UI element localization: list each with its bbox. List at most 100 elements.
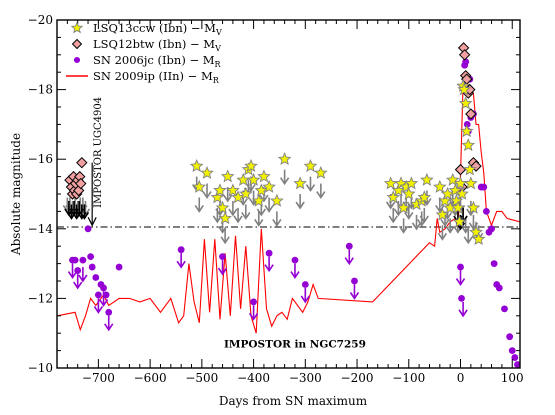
data-point-star xyxy=(396,200,411,214)
data-point-star xyxy=(458,96,473,110)
y-tick-label: −10 xyxy=(28,361,53,375)
x-tick-label: −100 xyxy=(392,371,425,385)
data-point-star xyxy=(386,190,401,204)
data-point-diamond xyxy=(458,49,471,61)
data-point-circle xyxy=(250,298,257,306)
upper-limit-arrow-purple xyxy=(458,301,468,318)
upper-limit-arrows-group xyxy=(62,169,484,332)
data-point-star xyxy=(192,179,207,193)
legend-item-label: LSQ13ccw (Ibn) − MV xyxy=(93,21,222,37)
data-point-circle xyxy=(511,354,519,361)
data-point-star xyxy=(457,82,471,96)
data-point-diamond xyxy=(75,177,87,190)
data-point-star xyxy=(432,179,447,193)
legend-item-label: SN 2006jc (Ibn) − MR xyxy=(93,53,222,69)
data-point-circle xyxy=(79,256,87,264)
x-tick-label: −600 xyxy=(134,371,167,385)
legend-marker-circle xyxy=(73,56,81,64)
data-point-circle xyxy=(100,284,107,292)
upper-limit-arrow-purple xyxy=(176,253,186,269)
data-point-circle xyxy=(105,308,113,316)
x-tick-label: −400 xyxy=(237,371,270,385)
y-tick-label: −18 xyxy=(28,83,53,97)
data-point-star xyxy=(451,200,465,214)
data-point-star xyxy=(277,152,292,165)
upper-limit-arrow-purple xyxy=(67,263,78,280)
data-point-star xyxy=(471,232,486,246)
data-point-star xyxy=(438,193,452,207)
data-points-group xyxy=(64,42,520,368)
data-point-circle xyxy=(458,295,465,302)
upper-limit-arrow-gray xyxy=(411,214,422,231)
data-point-star xyxy=(213,183,227,197)
upper-limit-arrow-gray xyxy=(463,228,473,245)
data-point-star xyxy=(314,165,328,179)
upper-limit-arrow-gray xyxy=(241,204,251,220)
y-tick-label: −16 xyxy=(28,152,53,166)
upper-limit-arrow-gray xyxy=(254,211,264,227)
data-point-circle xyxy=(92,274,100,281)
data-point-circle xyxy=(480,183,488,191)
data-point-diamond xyxy=(454,163,467,176)
axes-group: −700 −600 −500 −400 −300 −200 −100 0 100 −20 −18 −1… xyxy=(28,13,524,385)
data-point-star xyxy=(257,169,271,183)
legend-item-label: SN 2009ip (IIn) − MR xyxy=(93,69,220,85)
data-point-star xyxy=(462,162,477,176)
data-point-circle xyxy=(84,225,92,233)
data-point-star xyxy=(404,176,419,190)
impostor-ugc4904-arrow-head xyxy=(87,217,97,227)
data-point-star xyxy=(466,200,481,214)
y-tick-label: −20 xyxy=(28,13,53,27)
upper-limit-arrow-purple xyxy=(344,249,354,266)
x-tick-label: −700 xyxy=(82,371,115,385)
data-point-circle xyxy=(71,256,79,264)
data-point-circle xyxy=(102,291,110,299)
data-point-star xyxy=(293,176,307,190)
x-axis-label: Days from SN maximum xyxy=(219,394,368,408)
x-tick-label: −300 xyxy=(289,371,322,385)
data-point-circle xyxy=(177,246,185,254)
upper-limit-arrow-purple xyxy=(78,267,88,283)
upper-limit-arrow-purple xyxy=(455,270,466,287)
data-point-star xyxy=(231,190,245,204)
data-point-circle xyxy=(265,249,273,257)
data-point-star xyxy=(440,186,455,200)
data-point-star xyxy=(200,165,214,179)
data-point-star xyxy=(461,138,476,152)
upper-limit-arrow-gray xyxy=(305,176,316,193)
data-point-star xyxy=(226,183,240,197)
data-point-star xyxy=(189,158,204,172)
data-point-star xyxy=(303,158,318,172)
data-point-star xyxy=(420,172,434,186)
x-tick-label: −200 xyxy=(341,371,374,385)
upper-limit-arrow-gray xyxy=(437,225,448,241)
data-point-circle xyxy=(88,263,96,271)
data-point-circle xyxy=(115,263,123,271)
data-point-diamond xyxy=(465,108,477,120)
upper-limit-arrow-purple xyxy=(73,274,83,290)
data-point-circle xyxy=(74,267,82,274)
data-point-star xyxy=(236,172,251,186)
data-point-circle xyxy=(506,333,514,341)
upper-limit-arrow-purple xyxy=(217,260,228,276)
annotations-group: IMPOSTOR UGC4904 IMPOSTOR in NGC7259 xyxy=(87,97,366,351)
upper-limit-arrow-purple xyxy=(104,315,114,332)
impostor-ugc4904-label: IMPOSTOR UGC4904 xyxy=(93,97,104,208)
data-point-star xyxy=(238,186,253,200)
data-point-circle xyxy=(508,347,516,354)
data-point-circle xyxy=(488,225,495,233)
x-tick-label: 100 xyxy=(501,371,524,385)
data-point-circle xyxy=(351,277,358,285)
data-point-star xyxy=(401,186,416,200)
x-tick-label: 0 xyxy=(457,371,465,385)
upper-limit-arrow-gray xyxy=(233,207,243,224)
data-point-diamond xyxy=(76,156,88,169)
y-tick-label: −14 xyxy=(28,222,54,236)
upper-limit-arrow-purple xyxy=(264,256,274,273)
data-point-star xyxy=(270,193,284,207)
upper-limit-arrow-gray xyxy=(316,183,326,200)
upper-limit-arrow-gray xyxy=(202,183,212,200)
y-tick-label: −12 xyxy=(28,291,53,305)
legend-marker-star xyxy=(70,21,84,34)
